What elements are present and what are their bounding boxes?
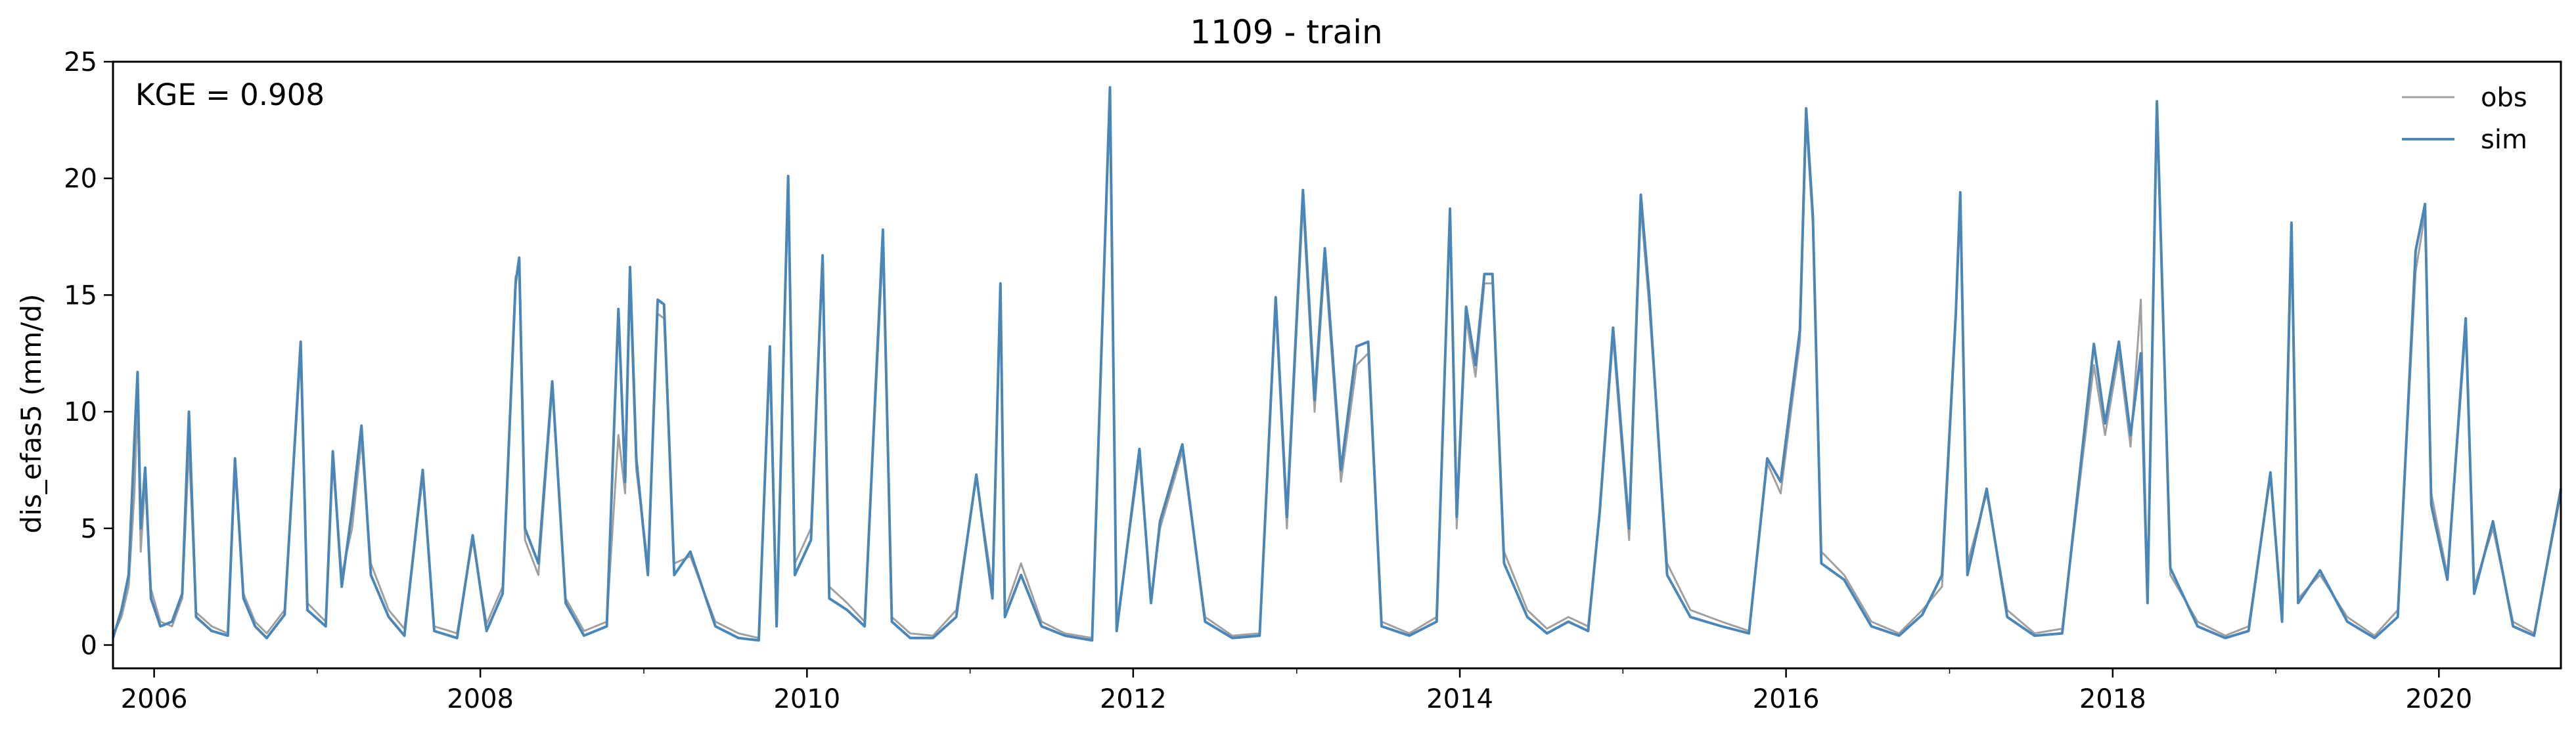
- x-axis: 2006 2008 2010 2012 2014 2016 2018 2020: [121, 668, 2472, 714]
- y-axis-label: dis_efas5 (mm/d): [15, 294, 47, 534]
- axes-frame: [112, 60, 2562, 670]
- x-tick-label: 2010: [773, 684, 840, 714]
- x-tick-label: 2006: [121, 684, 188, 714]
- series-sim-line: [112, 86, 2562, 642]
- x-tick-label: 2012: [1100, 684, 1167, 714]
- kge-annotation: KGE = 0.908: [135, 77, 325, 112]
- y-axis: 0 5 10 15 20 25: [64, 47, 113, 660]
- x-tick-label: 2008: [447, 684, 514, 714]
- y-tick-label: 0: [81, 630, 97, 660]
- x-tick-label: 2020: [2405, 684, 2472, 714]
- y-tick-label: 20: [64, 164, 97, 194]
- y-tick-label: 25: [64, 47, 97, 77]
- series-obs-line: [112, 95, 2562, 639]
- legend: obs sim: [2402, 83, 2527, 155]
- chart-title: 1109 - train: [1190, 13, 1382, 51]
- y-tick-label: 15: [64, 280, 97, 311]
- y-tick-label: 5: [81, 514, 97, 544]
- x-tick-label: 2014: [1426, 684, 1493, 714]
- legend-obs-label: obs: [2481, 83, 2527, 113]
- y-tick-label: 10: [64, 397, 97, 427]
- legend-sim-label: sim: [2481, 125, 2527, 155]
- series-layer: [112, 86, 2562, 642]
- x-tick-label: 2018: [2079, 684, 2146, 714]
- x-tick-label: 2016: [1753, 684, 1820, 714]
